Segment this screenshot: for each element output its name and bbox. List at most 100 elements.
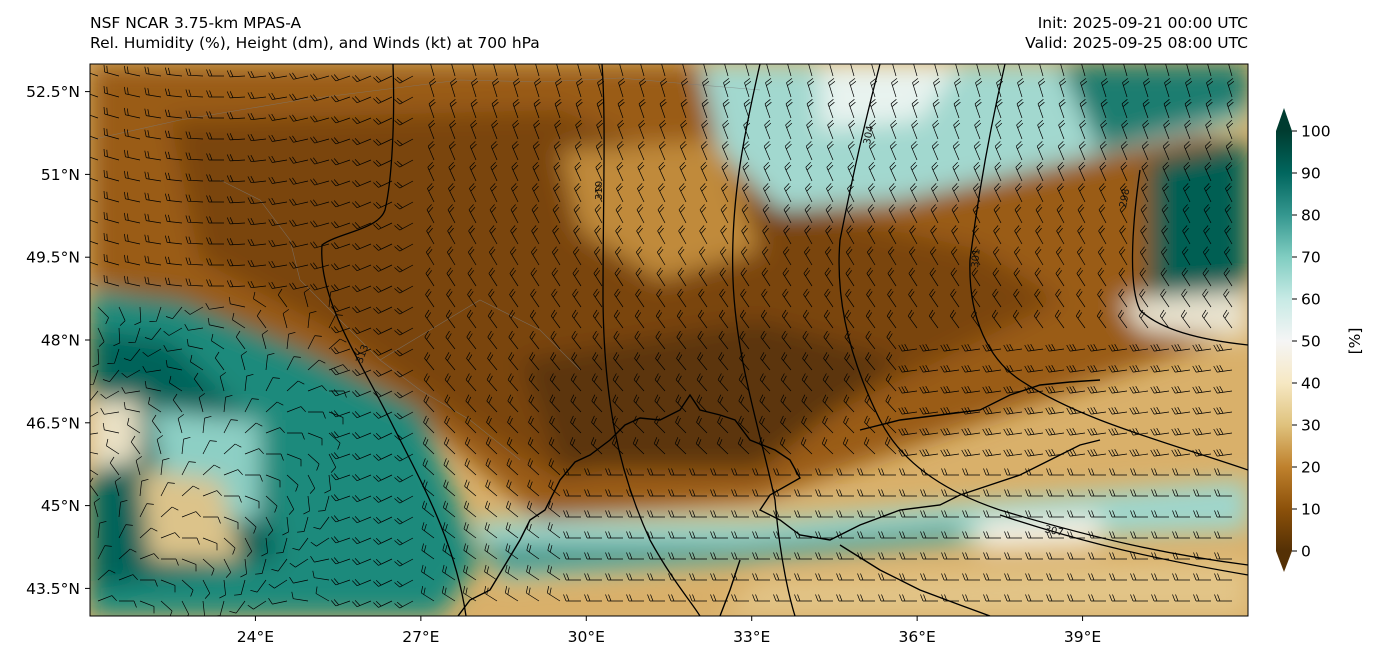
wind-barb (940, 344, 960, 352)
latitude-axis: 52.5°N 51°N 49.5°N 48°N 46.5°N 45°N 43.5°N (26, 83, 90, 598)
wind-barb (1225, 141, 1233, 161)
wind-barb (698, 267, 708, 287)
wind-barb (720, 246, 729, 266)
wind-barb (331, 494, 351, 502)
wind-barb (422, 458, 435, 476)
wind-barb (202, 558, 215, 576)
wind-barb (1056, 225, 1065, 245)
wind-barb (307, 359, 326, 371)
wind-barb (1076, 267, 1086, 287)
wind-barb (1172, 468, 1190, 476)
wind-barb (656, 288, 666, 308)
wind-barb (548, 458, 561, 476)
wind-barb (635, 288, 645, 308)
wind-barb (815, 531, 833, 539)
wind-barb (532, 183, 540, 203)
wind-barb (619, 64, 624, 77)
wind-barb (1213, 449, 1233, 457)
wind-barb (1088, 468, 1106, 476)
wind-barb (352, 222, 372, 230)
wind-barb (307, 453, 320, 471)
wind-barb (920, 594, 938, 602)
wind-barb (1193, 531, 1211, 539)
wind-barb (899, 594, 917, 602)
wind-barb (640, 64, 645, 77)
wind-barb (634, 330, 645, 350)
wind-barb (463, 522, 477, 539)
wind-barb (710, 594, 728, 602)
wind-barb (864, 415, 876, 434)
wind-barb (889, 162, 897, 182)
wind-barb (394, 285, 414, 294)
wind-barb (394, 579, 414, 588)
wind-barb (806, 99, 814, 119)
wind-barb (741, 204, 750, 224)
wind-barb (1119, 246, 1128, 266)
wind-barb (490, 183, 498, 203)
wind-barb (169, 375, 183, 392)
wind-barb (955, 64, 960, 77)
wind-barb (1183, 162, 1191, 182)
wind-barb (993, 225, 1002, 245)
wind-barb (983, 510, 1001, 518)
wind-barb (1120, 141, 1128, 161)
wind-barb (1224, 225, 1233, 245)
wind-barb (463, 500, 477, 518)
wind-barb (762, 204, 771, 224)
wind-barb (1056, 204, 1065, 224)
wind-barb (592, 352, 603, 371)
wind-barb (226, 238, 246, 246)
wind-barb (951, 204, 960, 224)
wind-barb (484, 522, 498, 539)
wind-barb (1004, 489, 1022, 497)
wind-barb (420, 586, 435, 602)
wind-barb (124, 233, 141, 245)
wind-barb (573, 225, 582, 245)
wind-barb (930, 225, 939, 245)
wind-barb (1015, 183, 1023, 203)
wind-barb (1141, 162, 1149, 182)
colorbar-extend-min (1276, 551, 1292, 572)
wind-barb (514, 64, 519, 77)
wind-barb (489, 246, 498, 266)
wind-barb (551, 267, 561, 287)
wind-barb (867, 225, 876, 245)
wind-barb (1108, 407, 1128, 415)
wind-barb (1013, 288, 1023, 308)
wind-barb (203, 516, 221, 524)
wind-barb (972, 204, 981, 224)
wind-barb (590, 437, 603, 455)
wind-barb (605, 489, 623, 497)
wind-barb (100, 408, 120, 415)
wind-barb (647, 531, 665, 539)
wind-barb (773, 468, 791, 476)
wind-barb (1014, 225, 1023, 245)
wind-barb (469, 183, 477, 203)
wind-barb (425, 288, 435, 308)
wind-barb (139, 600, 155, 614)
wind-barb (738, 394, 750, 413)
wind-barb (244, 422, 263, 434)
wind-barb (1098, 204, 1107, 224)
wind-barb (1162, 162, 1170, 182)
wind-barb (744, 78, 752, 98)
wind-barb (655, 309, 666, 329)
wind-barb (90, 282, 99, 287)
wind-barb (1223, 288, 1233, 308)
wind-barb (697, 352, 708, 371)
wind-barb (570, 394, 582, 413)
wind-barb (123, 348, 141, 362)
wind-barb (394, 201, 414, 210)
wind-barb (465, 373, 477, 392)
wind-barb (422, 479, 435, 497)
wind-barb (962, 594, 980, 602)
wind-barb (124, 254, 141, 266)
wind-barb (993, 246, 1002, 266)
wind-barb (577, 64, 582, 77)
wind-barb (794, 510, 812, 518)
wind-barb (1214, 552, 1232, 560)
wind-barb (484, 500, 498, 518)
wind-barb (932, 99, 940, 119)
wind-barb (737, 437, 750, 455)
wind-barb (1163, 99, 1171, 119)
